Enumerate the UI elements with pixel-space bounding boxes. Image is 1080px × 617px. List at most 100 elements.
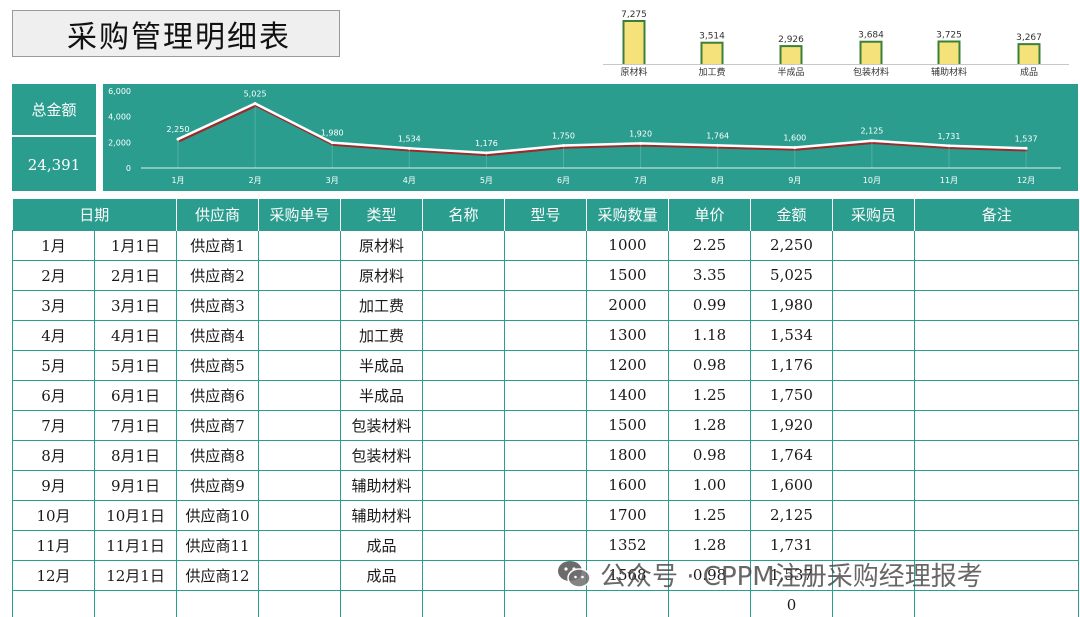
cell-unit-price[interactable]: 0.99 — [668, 289, 752, 321]
cell-buyer[interactable] — [832, 469, 916, 501]
cell-buyer[interactable] — [832, 259, 916, 291]
cell-month[interactable]: 7月 — [12, 409, 95, 441]
cell-model[interactable] — [504, 499, 588, 531]
cell-unit-price[interactable]: 2.25 — [668, 229, 752, 261]
cell-name[interactable] — [422, 559, 506, 591]
cell-date[interactable]: 8月1日 — [93, 439, 178, 471]
cell-remarks[interactable] — [914, 229, 1080, 261]
cell-name[interactable] — [422, 379, 506, 411]
cell-amount[interactable]: 0 — [750, 589, 834, 617]
cell-type[interactable]: 辅助材料 — [340, 499, 424, 531]
cell-buyer[interactable] — [832, 439, 916, 471]
cell-unit-price[interactable]: 1.25 — [668, 379, 752, 411]
cell-quantity[interactable]: 1000 — [586, 229, 670, 261]
cell-model[interactable] — [504, 319, 588, 351]
cell-month[interactable]: 8月 — [12, 439, 95, 471]
cell-supplier[interactable]: 供应商7 — [176, 409, 260, 441]
cell-amount[interactable]: 1,537 — [750, 559, 834, 591]
cell-unit-price[interactable]: 0.98 — [668, 349, 752, 381]
cell-supplier[interactable]: 供应商9 — [176, 469, 260, 501]
cell-remarks[interactable] — [914, 289, 1080, 321]
cell-month[interactable]: 12月 — [12, 559, 95, 591]
cell-supplier[interactable]: 供应商1 — [176, 229, 260, 261]
cell-type[interactable]: 原材料 — [340, 259, 424, 291]
cell-month[interactable]: 10月 — [12, 499, 95, 531]
cell-month[interactable]: 4月 — [12, 319, 95, 351]
cell-order-no[interactable] — [258, 589, 342, 617]
cell-amount[interactable]: 2,125 — [750, 499, 834, 531]
cell-unit-price[interactable]: 1.00 — [668, 469, 752, 501]
cell-month[interactable]: 2月 — [12, 259, 95, 291]
cell-name[interactable] — [422, 229, 506, 261]
cell-order-no[interactable] — [258, 559, 342, 591]
cell-quantity[interactable]: 1352 — [586, 529, 670, 561]
cell-order-no[interactable] — [258, 499, 342, 531]
cell-quantity[interactable]: 1600 — [586, 469, 670, 501]
cell-amount[interactable]: 1,731 — [750, 529, 834, 561]
cell-month[interactable]: 1月 — [12, 229, 95, 261]
cell-model[interactable] — [504, 589, 588, 617]
cell-remarks[interactable] — [914, 409, 1080, 441]
cell-date[interactable]: 10月1日 — [93, 499, 178, 531]
cell-type[interactable]: 加工费 — [340, 289, 424, 321]
cell-buyer[interactable] — [832, 589, 916, 617]
cell-order-no[interactable] — [258, 229, 342, 261]
cell-month[interactable]: 3月 — [12, 289, 95, 321]
cell-date[interactable]: 11月1日 — [93, 529, 178, 561]
cell-name[interactable] — [422, 439, 506, 471]
cell-unit-price[interactable]: 3.35 — [668, 259, 752, 291]
cell-supplier[interactable]: 供应商2 — [176, 259, 260, 291]
cell-order-no[interactable] — [258, 349, 342, 381]
cell-model[interactable] — [504, 439, 588, 471]
cell-supplier[interactable]: 供应商4 — [176, 319, 260, 351]
cell-date[interactable] — [93, 589, 178, 617]
cell-quantity[interactable]: 1568 — [586, 559, 670, 591]
cell-order-no[interactable] — [258, 529, 342, 561]
cell-date[interactable]: 3月1日 — [93, 289, 178, 321]
cell-remarks[interactable] — [914, 439, 1080, 471]
cell-name[interactable] — [422, 319, 506, 351]
cell-model[interactable] — [504, 559, 588, 591]
cell-unit-price[interactable]: 1.28 — [668, 529, 752, 561]
cell-type[interactable]: 半成品 — [340, 349, 424, 381]
cell-amount[interactable]: 1,534 — [750, 319, 834, 351]
cell-unit-price[interactable]: 0.98 — [668, 439, 752, 471]
cell-month[interactable]: 11月 — [12, 529, 95, 561]
cell-remarks[interactable] — [914, 469, 1080, 501]
cell-name[interactable] — [422, 259, 506, 291]
cell-order-no[interactable] — [258, 289, 342, 321]
cell-remarks[interactable] — [914, 319, 1080, 351]
cell-type[interactable]: 原材料 — [340, 229, 424, 261]
cell-amount[interactable]: 2,250 — [750, 229, 834, 261]
cell-supplier[interactable]: 供应商12 — [176, 559, 260, 591]
cell-amount[interactable]: 1,750 — [750, 379, 834, 411]
cell-quantity[interactable]: 1800 — [586, 439, 670, 471]
cell-quantity[interactable]: 1200 — [586, 349, 670, 381]
cell-model[interactable] — [504, 259, 588, 291]
cell-amount[interactable]: 1,920 — [750, 409, 834, 441]
cell-amount[interactable]: 1,600 — [750, 469, 834, 501]
cell-model[interactable] — [504, 229, 588, 261]
cell-buyer[interactable] — [832, 289, 916, 321]
cell-supplier[interactable]: 供应商6 — [176, 379, 260, 411]
cell-unit-price[interactable]: 1.18 — [668, 319, 752, 351]
cell-date[interactable]: 1月1日 — [93, 229, 178, 261]
cell-date[interactable]: 12月1日 — [93, 559, 178, 591]
cell-order-no[interactable] — [258, 409, 342, 441]
cell-name[interactable] — [422, 289, 506, 321]
cell-unit-price[interactable]: 0.98 — [668, 559, 752, 591]
cell-remarks[interactable] — [914, 499, 1080, 531]
cell-amount[interactable]: 1,764 — [750, 439, 834, 471]
cell-model[interactable] — [504, 469, 588, 501]
cell-remarks[interactable] — [914, 559, 1080, 591]
cell-order-no[interactable] — [258, 319, 342, 351]
cell-order-no[interactable] — [258, 469, 342, 501]
cell-type[interactable] — [340, 589, 424, 617]
cell-buyer[interactable] — [832, 499, 916, 531]
cell-supplier[interactable]: 供应商10 — [176, 499, 260, 531]
cell-remarks[interactable] — [914, 379, 1080, 411]
cell-buyer[interactable] — [832, 349, 916, 381]
cell-unit-price[interactable]: 1.28 — [668, 409, 752, 441]
cell-date[interactable]: 4月1日 — [93, 319, 178, 351]
cell-date[interactable]: 2月1日 — [93, 259, 178, 291]
